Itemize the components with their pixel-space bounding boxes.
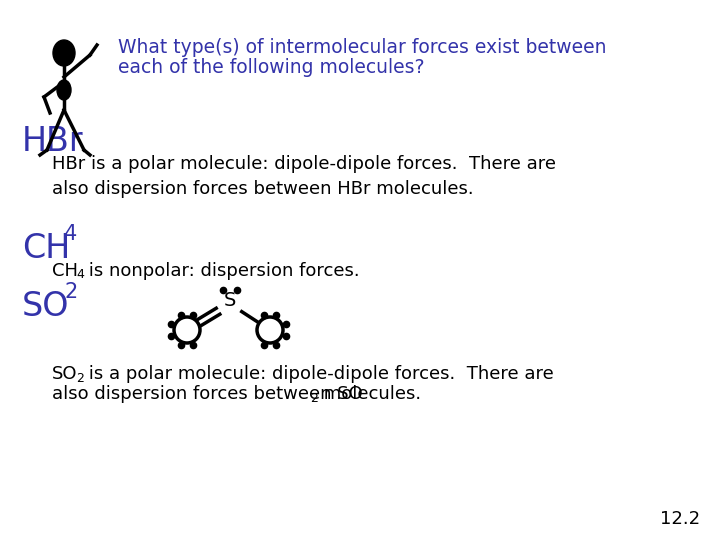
Text: SO: SO <box>52 365 78 383</box>
Text: molecules.: molecules. <box>318 385 421 403</box>
Text: 4: 4 <box>76 268 84 281</box>
Text: SO: SO <box>22 290 70 323</box>
Text: 4: 4 <box>64 224 77 244</box>
Text: each of the following molecules?: each of the following molecules? <box>118 58 425 77</box>
Text: 2: 2 <box>64 282 77 302</box>
Text: 12.2: 12.2 <box>660 510 700 528</box>
Ellipse shape <box>57 80 71 100</box>
Text: CH: CH <box>22 232 71 265</box>
Text: 2: 2 <box>310 392 318 405</box>
Ellipse shape <box>53 40 75 66</box>
Text: S: S <box>224 291 236 309</box>
Text: is a polar molecule: dipole-dipole forces.  There are: is a polar molecule: dipole-dipole force… <box>83 365 554 383</box>
Text: is nonpolar: dispersion forces.: is nonpolar: dispersion forces. <box>83 262 359 280</box>
Text: 2: 2 <box>76 372 84 385</box>
Text: What type(s) of intermolecular forces exist between: What type(s) of intermolecular forces ex… <box>118 38 606 57</box>
Text: HBr: HBr <box>22 125 84 158</box>
Text: CH: CH <box>52 262 78 280</box>
Text: also dispersion forces between SO: also dispersion forces between SO <box>52 385 363 403</box>
Text: HBr is a polar molecule: dipole-dipole forces.  There are
also dispersion forces: HBr is a polar molecule: dipole-dipole f… <box>52 155 556 198</box>
